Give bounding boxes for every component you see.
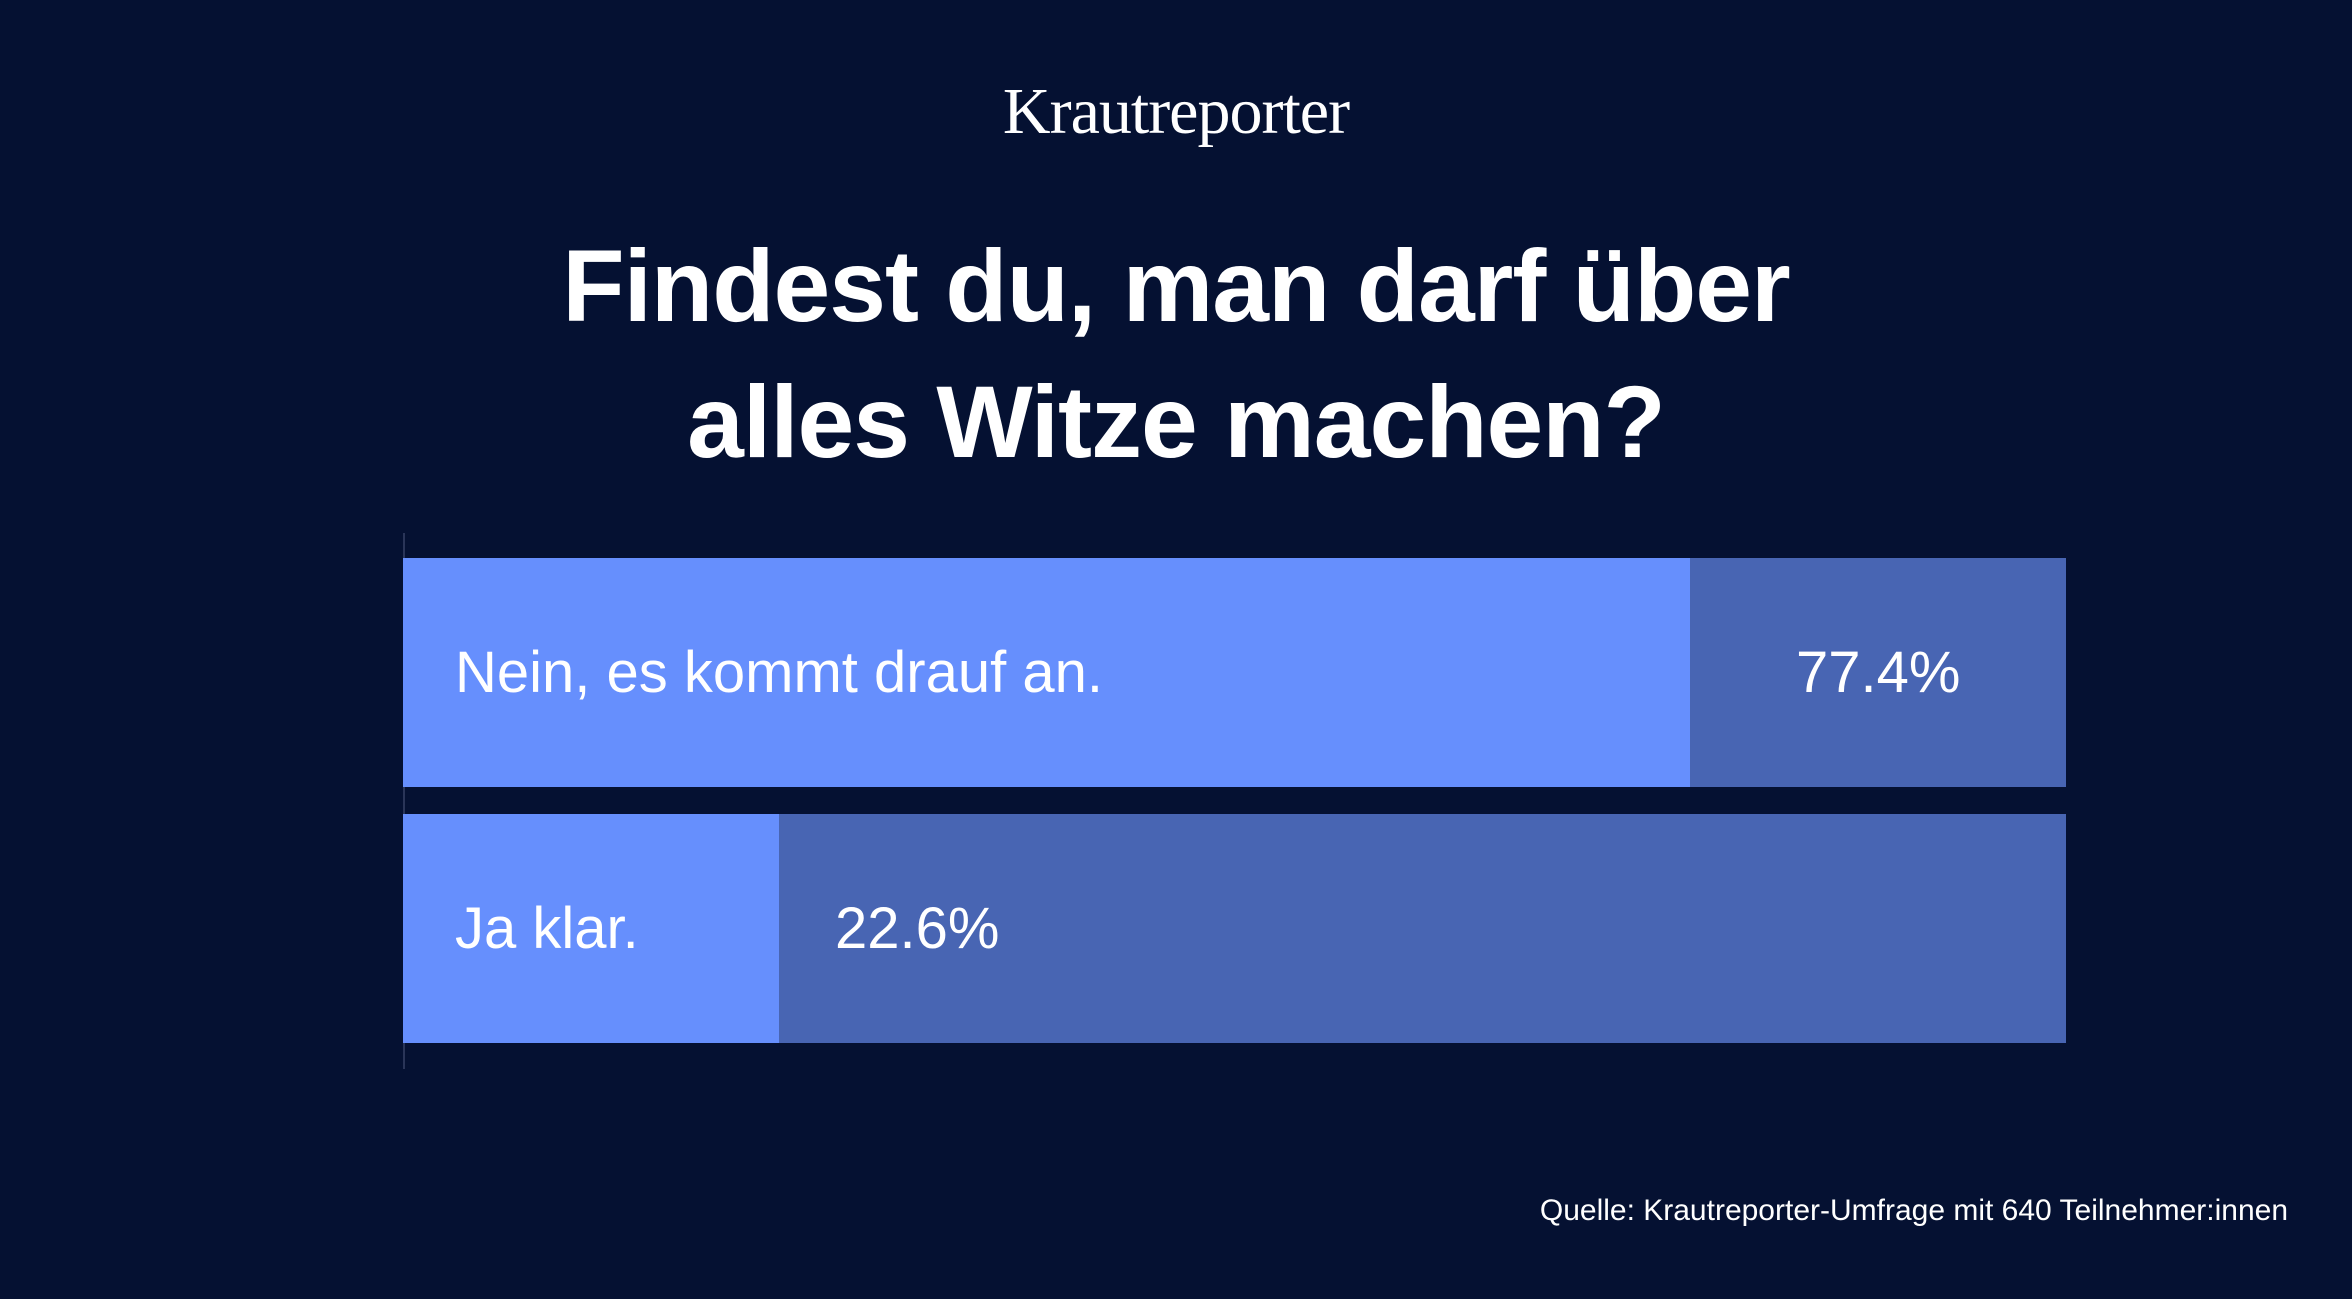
- chart-title-line-1: Findest du, man darf über: [562, 229, 1790, 343]
- y-axis-line: [403, 533, 405, 1069]
- bar-value-label: 22.6%: [835, 896, 1000, 961]
- bar-track: Nein, es kommt drauf an. 77.4%: [403, 558, 2066, 787]
- bar-category-label: Ja klar.: [455, 896, 639, 961]
- bar-category-label: Nein, es kommt drauf an.: [455, 640, 1103, 705]
- chart-title-line-2: alles Witze machen?: [687, 365, 1666, 479]
- source-note: Quelle: Krautreporter-Umfrage mit 640 Te…: [1539, 1194, 2288, 1227]
- chart-title: Findest du, man darf über alles Witze ma…: [0, 218, 2352, 490]
- bar-track: Ja klar. 22.6%: [403, 814, 2066, 1043]
- brand-logo: Krautreporter: [1002, 75, 1350, 148]
- bar-chart: Nein, es kommt drauf an. 77.4% Ja klar. 22.…: [403, 533, 2066, 1069]
- bar: [403, 558, 1690, 787]
- bar-value-label: 77.4%: [1796, 640, 1961, 705]
- bar: [403, 814, 779, 1043]
